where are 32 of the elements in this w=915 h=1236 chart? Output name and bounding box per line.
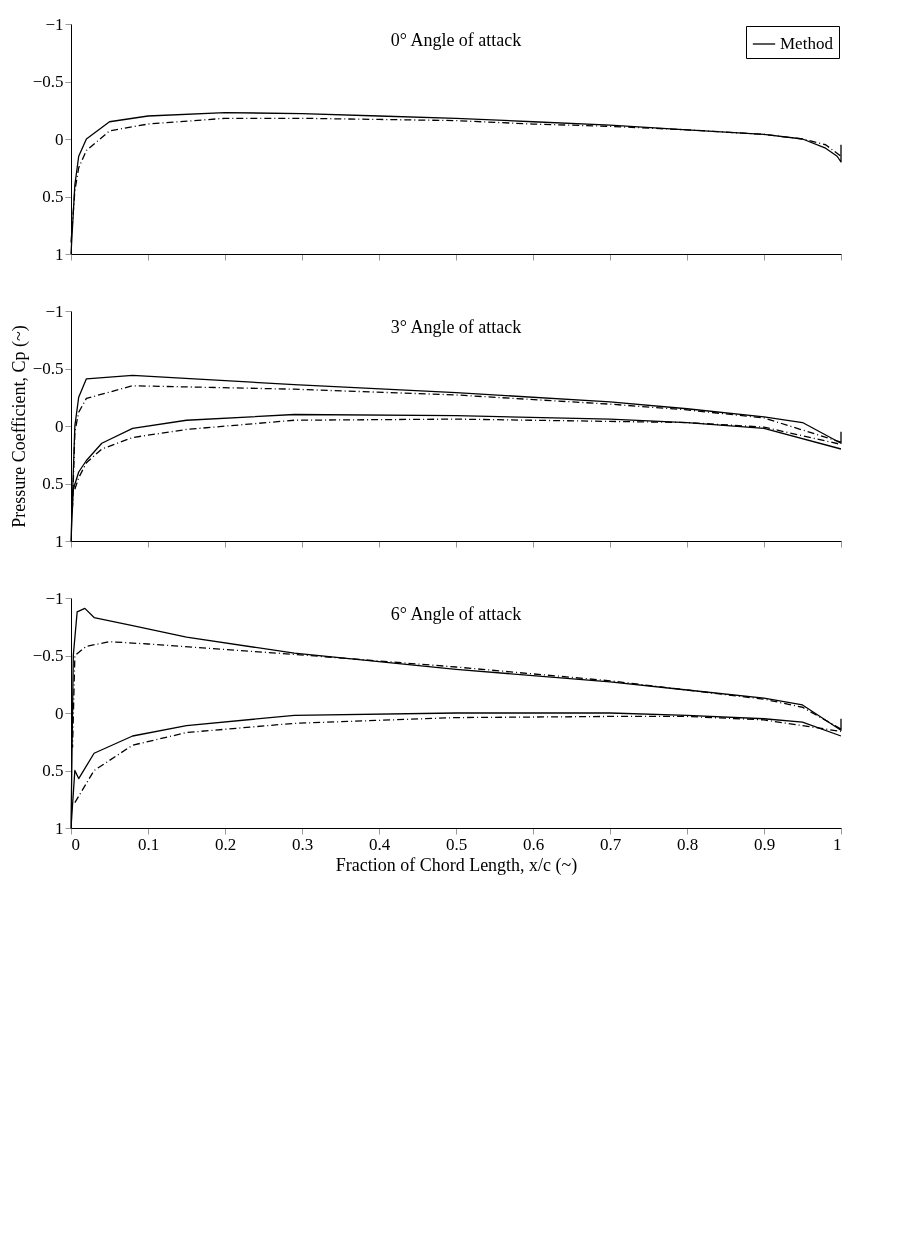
y-tick-label: −0.5 (32, 72, 64, 91)
x-tick-label: 0.9 (753, 834, 776, 854)
y-tick-label: −1 (45, 14, 64, 34)
y-tick-label: 1 (55, 244, 64, 264)
y-tick-label: −1 (45, 588, 64, 608)
y-tick-label: 0 (55, 416, 64, 436)
x-tick-label: 0 (71, 834, 80, 854)
y-axis-title: Pressure Coefficient, Cp (~) (8, 325, 30, 528)
y-tick-label: −0.5 (32, 359, 64, 378)
x-tick-label: 0.6 (522, 834, 545, 854)
y-tick-label: −0.5 (32, 646, 64, 665)
y-tick-label: −1 (45, 301, 64, 321)
x-tick-label: 0.4 (368, 834, 391, 854)
x-tick-label: 0.5 (445, 834, 468, 854)
y-tick-label: 0.5 (42, 761, 64, 780)
x-tick-label: 0.3 (291, 834, 314, 854)
y-tick-label: 1 (55, 531, 64, 551)
y-tick-label: 0 (55, 129, 64, 149)
x-axis-title: Fraction of Chord Length, x/c (~) (335, 854, 578, 876)
x-tick-label: 0.1 (137, 834, 160, 854)
y-tick-label: 0.5 (42, 474, 64, 493)
x-tick-label: 0.7 (599, 834, 622, 854)
legend-label: Method (780, 34, 834, 53)
x-tick-label: 0.8 (676, 834, 699, 854)
y-tick-label: 1 (55, 818, 64, 838)
chart-title: 3° Angle of attack (390, 317, 522, 337)
x-tick-label: 1 (833, 834, 842, 854)
x-tick-label: 0.2 (214, 834, 237, 854)
y-tick-label: 0.5 (42, 187, 64, 206)
y-tick-label: 0 (55, 703, 64, 723)
chart-title: 0° Angle of attack (390, 30, 522, 50)
chart-title: 6° Angle of attack (390, 604, 522, 624)
